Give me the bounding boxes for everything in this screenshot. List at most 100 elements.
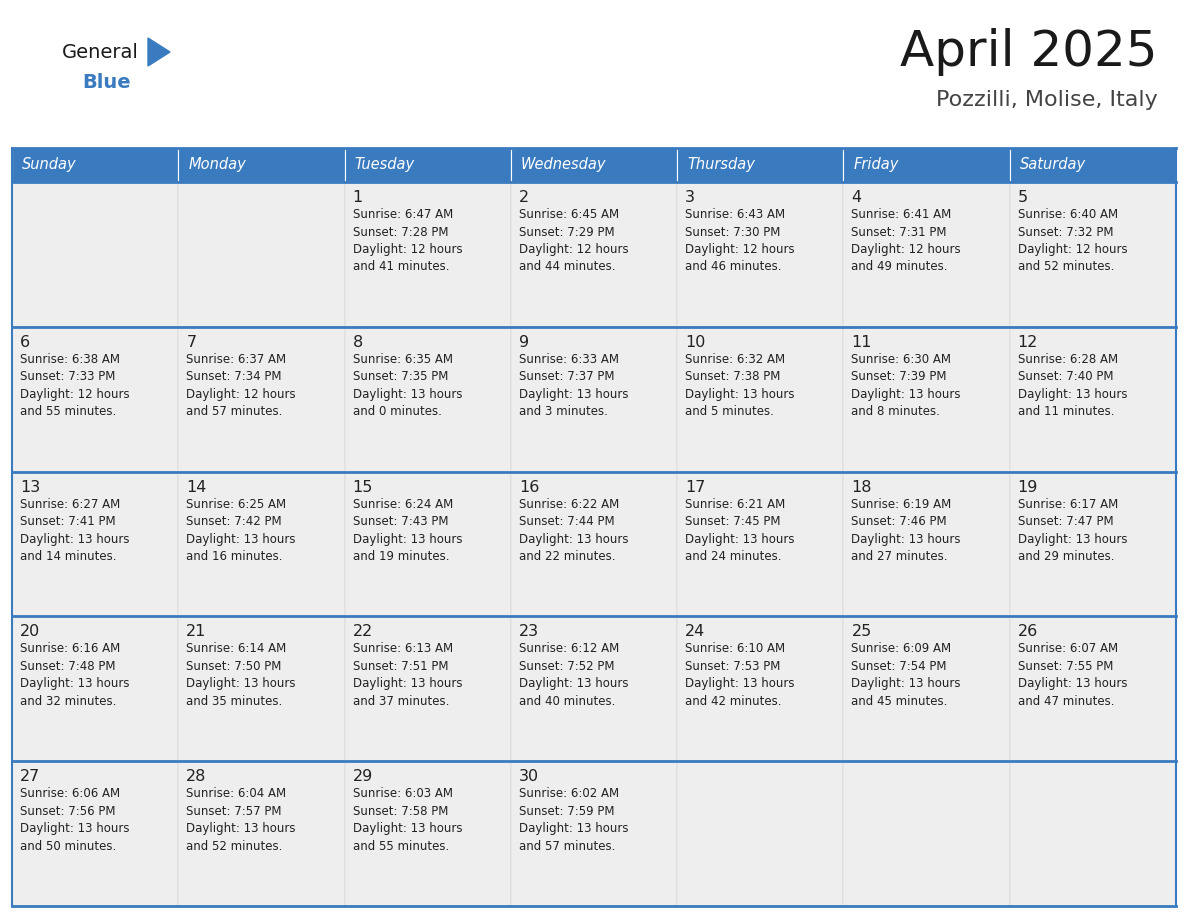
FancyBboxPatch shape (677, 182, 843, 327)
FancyBboxPatch shape (1010, 616, 1176, 761)
FancyBboxPatch shape (843, 327, 1010, 472)
FancyBboxPatch shape (345, 472, 511, 616)
Text: 5: 5 (1018, 190, 1028, 205)
Text: Wednesday: Wednesday (520, 158, 606, 173)
FancyBboxPatch shape (178, 148, 345, 182)
Text: 14: 14 (187, 479, 207, 495)
Text: Sunrise: 6:45 AM
Sunset: 7:29 PM
Daylight: 12 hours
and 44 minutes.: Sunrise: 6:45 AM Sunset: 7:29 PM Dayligh… (519, 208, 628, 274)
FancyBboxPatch shape (511, 616, 677, 761)
Text: 13: 13 (20, 479, 40, 495)
Text: Sunrise: 6:03 AM
Sunset: 7:58 PM
Daylight: 13 hours
and 55 minutes.: Sunrise: 6:03 AM Sunset: 7:58 PM Dayligh… (353, 788, 462, 853)
Text: Blue: Blue (82, 73, 131, 92)
FancyBboxPatch shape (843, 472, 1010, 616)
FancyBboxPatch shape (511, 182, 677, 327)
FancyBboxPatch shape (12, 327, 178, 472)
Text: 2: 2 (519, 190, 529, 205)
Text: 29: 29 (353, 769, 373, 784)
FancyBboxPatch shape (1010, 182, 1176, 327)
Text: 24: 24 (685, 624, 706, 640)
Text: Tuesday: Tuesday (354, 158, 415, 173)
Text: 1: 1 (353, 190, 362, 205)
FancyBboxPatch shape (12, 616, 178, 761)
FancyBboxPatch shape (345, 616, 511, 761)
Text: 16: 16 (519, 479, 539, 495)
Text: Sunrise: 6:07 AM
Sunset: 7:55 PM
Daylight: 13 hours
and 47 minutes.: Sunrise: 6:07 AM Sunset: 7:55 PM Dayligh… (1018, 643, 1127, 708)
Text: Sunrise: 6:13 AM
Sunset: 7:51 PM
Daylight: 13 hours
and 37 minutes.: Sunrise: 6:13 AM Sunset: 7:51 PM Dayligh… (353, 643, 462, 708)
Text: April 2025: April 2025 (901, 28, 1158, 76)
Text: Sunrise: 6:25 AM
Sunset: 7:42 PM
Daylight: 13 hours
and 16 minutes.: Sunrise: 6:25 AM Sunset: 7:42 PM Dayligh… (187, 498, 296, 563)
FancyBboxPatch shape (1010, 327, 1176, 472)
FancyBboxPatch shape (677, 472, 843, 616)
Text: Sunrise: 6:09 AM
Sunset: 7:54 PM
Daylight: 13 hours
and 45 minutes.: Sunrise: 6:09 AM Sunset: 7:54 PM Dayligh… (852, 643, 961, 708)
FancyBboxPatch shape (345, 327, 511, 472)
FancyBboxPatch shape (511, 761, 677, 906)
Text: 23: 23 (519, 624, 539, 640)
FancyBboxPatch shape (677, 327, 843, 472)
Text: 12: 12 (1018, 335, 1038, 350)
Text: Pozzilli, Molise, Italy: Pozzilli, Molise, Italy (936, 90, 1158, 110)
Text: Sunrise: 6:12 AM
Sunset: 7:52 PM
Daylight: 13 hours
and 40 minutes.: Sunrise: 6:12 AM Sunset: 7:52 PM Dayligh… (519, 643, 628, 708)
Text: Sunrise: 6:41 AM
Sunset: 7:31 PM
Daylight: 12 hours
and 49 minutes.: Sunrise: 6:41 AM Sunset: 7:31 PM Dayligh… (852, 208, 961, 274)
Text: Sunrise: 6:38 AM
Sunset: 7:33 PM
Daylight: 12 hours
and 55 minutes.: Sunrise: 6:38 AM Sunset: 7:33 PM Dayligh… (20, 353, 129, 419)
Text: Sunrise: 6:37 AM
Sunset: 7:34 PM
Daylight: 12 hours
and 57 minutes.: Sunrise: 6:37 AM Sunset: 7:34 PM Dayligh… (187, 353, 296, 419)
Text: 6: 6 (20, 335, 30, 350)
FancyBboxPatch shape (843, 148, 1010, 182)
Text: 28: 28 (187, 769, 207, 784)
FancyBboxPatch shape (12, 761, 178, 906)
Text: Sunrise: 6:02 AM
Sunset: 7:59 PM
Daylight: 13 hours
and 57 minutes.: Sunrise: 6:02 AM Sunset: 7:59 PM Dayligh… (519, 788, 628, 853)
Text: Sunrise: 6:47 AM
Sunset: 7:28 PM
Daylight: 12 hours
and 41 minutes.: Sunrise: 6:47 AM Sunset: 7:28 PM Dayligh… (353, 208, 462, 274)
FancyBboxPatch shape (12, 148, 178, 182)
Text: 4: 4 (852, 190, 861, 205)
FancyBboxPatch shape (178, 327, 345, 472)
Text: Monday: Monday (188, 158, 246, 173)
FancyBboxPatch shape (843, 182, 1010, 327)
Text: 26: 26 (1018, 624, 1038, 640)
FancyBboxPatch shape (677, 148, 843, 182)
Text: Sunrise: 6:24 AM
Sunset: 7:43 PM
Daylight: 13 hours
and 19 minutes.: Sunrise: 6:24 AM Sunset: 7:43 PM Dayligh… (353, 498, 462, 563)
Text: 8: 8 (353, 335, 362, 350)
Text: Sunrise: 6:14 AM
Sunset: 7:50 PM
Daylight: 13 hours
and 35 minutes.: Sunrise: 6:14 AM Sunset: 7:50 PM Dayligh… (187, 643, 296, 708)
Text: 3: 3 (685, 190, 695, 205)
FancyBboxPatch shape (178, 472, 345, 616)
Text: Sunrise: 6:04 AM
Sunset: 7:57 PM
Daylight: 13 hours
and 52 minutes.: Sunrise: 6:04 AM Sunset: 7:57 PM Dayligh… (187, 788, 296, 853)
Text: General: General (62, 42, 139, 62)
Text: Sunrise: 6:17 AM
Sunset: 7:47 PM
Daylight: 13 hours
and 29 minutes.: Sunrise: 6:17 AM Sunset: 7:47 PM Dayligh… (1018, 498, 1127, 563)
FancyBboxPatch shape (345, 761, 511, 906)
Text: Sunrise: 6:32 AM
Sunset: 7:38 PM
Daylight: 13 hours
and 5 minutes.: Sunrise: 6:32 AM Sunset: 7:38 PM Dayligh… (685, 353, 795, 419)
Text: Sunrise: 6:19 AM
Sunset: 7:46 PM
Daylight: 13 hours
and 27 minutes.: Sunrise: 6:19 AM Sunset: 7:46 PM Dayligh… (852, 498, 961, 563)
FancyBboxPatch shape (12, 472, 178, 616)
Text: 20: 20 (20, 624, 40, 640)
Text: 21: 21 (187, 624, 207, 640)
Text: Sunrise: 6:22 AM
Sunset: 7:44 PM
Daylight: 13 hours
and 22 minutes.: Sunrise: 6:22 AM Sunset: 7:44 PM Dayligh… (519, 498, 628, 563)
FancyBboxPatch shape (511, 472, 677, 616)
Text: 11: 11 (852, 335, 872, 350)
FancyBboxPatch shape (843, 761, 1010, 906)
Text: 7: 7 (187, 335, 196, 350)
FancyBboxPatch shape (12, 182, 178, 327)
Text: Sunrise: 6:21 AM
Sunset: 7:45 PM
Daylight: 13 hours
and 24 minutes.: Sunrise: 6:21 AM Sunset: 7:45 PM Dayligh… (685, 498, 795, 563)
FancyBboxPatch shape (178, 761, 345, 906)
FancyBboxPatch shape (843, 616, 1010, 761)
FancyBboxPatch shape (1010, 761, 1176, 906)
FancyBboxPatch shape (1010, 148, 1176, 182)
Text: Thursday: Thursday (687, 158, 756, 173)
Text: Sunrise: 6:06 AM
Sunset: 7:56 PM
Daylight: 13 hours
and 50 minutes.: Sunrise: 6:06 AM Sunset: 7:56 PM Dayligh… (20, 788, 129, 853)
Text: 18: 18 (852, 479, 872, 495)
Text: 19: 19 (1018, 479, 1038, 495)
Text: Sunrise: 6:16 AM
Sunset: 7:48 PM
Daylight: 13 hours
and 32 minutes.: Sunrise: 6:16 AM Sunset: 7:48 PM Dayligh… (20, 643, 129, 708)
Text: Sunday: Sunday (23, 158, 76, 173)
FancyBboxPatch shape (345, 182, 511, 327)
FancyBboxPatch shape (677, 761, 843, 906)
Text: 27: 27 (20, 769, 40, 784)
Text: Sunrise: 6:27 AM
Sunset: 7:41 PM
Daylight: 13 hours
and 14 minutes.: Sunrise: 6:27 AM Sunset: 7:41 PM Dayligh… (20, 498, 129, 563)
FancyBboxPatch shape (677, 616, 843, 761)
Text: 30: 30 (519, 769, 539, 784)
Text: Sunrise: 6:33 AM
Sunset: 7:37 PM
Daylight: 13 hours
and 3 minutes.: Sunrise: 6:33 AM Sunset: 7:37 PM Dayligh… (519, 353, 628, 419)
Text: Sunrise: 6:28 AM
Sunset: 7:40 PM
Daylight: 13 hours
and 11 minutes.: Sunrise: 6:28 AM Sunset: 7:40 PM Dayligh… (1018, 353, 1127, 419)
Text: 22: 22 (353, 624, 373, 640)
Text: 25: 25 (852, 624, 872, 640)
FancyBboxPatch shape (178, 616, 345, 761)
Polygon shape (148, 38, 170, 66)
FancyBboxPatch shape (345, 148, 511, 182)
Text: Sunrise: 6:30 AM
Sunset: 7:39 PM
Daylight: 13 hours
and 8 minutes.: Sunrise: 6:30 AM Sunset: 7:39 PM Dayligh… (852, 353, 961, 419)
